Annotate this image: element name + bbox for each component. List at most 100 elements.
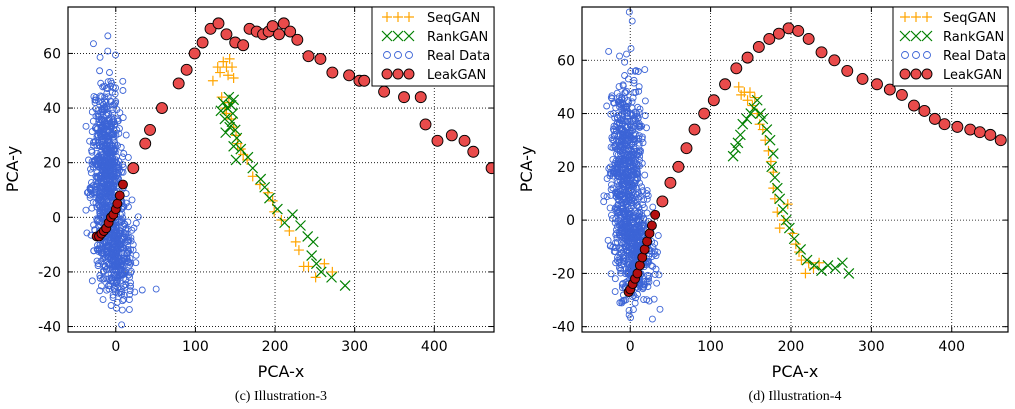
- legend-rankgan-marker: [899, 30, 911, 42]
- rankgan-point: [741, 113, 753, 125]
- real-data-point: [108, 238, 116, 246]
- real-data-point: [114, 231, 122, 239]
- rankgan-point: [220, 127, 232, 139]
- rankgan-point: [215, 105, 227, 117]
- rankgan-point: [755, 108, 766, 119]
- real-data-point: [652, 265, 660, 273]
- real-data-point: [98, 133, 105, 141]
- real-data-point: [108, 123, 116, 131]
- real-data-point: [107, 154, 115, 162]
- real-data-point: [97, 92, 104, 100]
- leakgan-point: [688, 123, 701, 136]
- rankgan-point: [295, 220, 306, 231]
- seqgan-point: [232, 138, 243, 149]
- real-data-point: [117, 143, 125, 151]
- real-data-point: [94, 262, 102, 270]
- rankgan-point: [777, 204, 789, 215]
- seqgan-point: [742, 95, 753, 106]
- real-data-point: [116, 166, 124, 174]
- leakgan-point: [918, 104, 931, 117]
- real-data-point: [116, 217, 124, 225]
- real-data-point: [123, 234, 131, 241]
- real-data-point: [128, 226, 136, 234]
- real-data-point: [634, 239, 642, 247]
- real-data-point: [641, 171, 649, 179]
- real-data-point: [636, 179, 644, 187]
- legend-real-data-marker: [394, 51, 402, 59]
- real-data-point: [631, 135, 639, 143]
- real-data-point: [104, 32, 112, 40]
- leakgan-point: [664, 176, 677, 189]
- real-data-point: [125, 306, 133, 313]
- real-data-point: [620, 228, 628, 236]
- real-data-point: [635, 83, 643, 91]
- real-data-point: [124, 249, 132, 257]
- seqgan-point: [215, 67, 226, 78]
- real-data-point: [629, 161, 637, 169]
- rankgan-point: [764, 134, 776, 146]
- real-data-point: [99, 296, 107, 304]
- y-tick-label: 40: [557, 107, 575, 123]
- real-data-point: [606, 168, 614, 176]
- real-data-point: [127, 282, 134, 290]
- real-data-point: [608, 95, 616, 103]
- real-data-point: [641, 112, 649, 120]
- leakgan-point: [273, 28, 285, 41]
- real-data-point: [94, 112, 102, 120]
- real-data-point: [635, 132, 643, 140]
- legend-leakgan-marker: [381, 68, 393, 80]
- seqgan-point: [765, 156, 776, 167]
- real-data-point: [88, 277, 96, 285]
- real-data-point: [100, 268, 108, 276]
- real-data-point: [88, 128, 96, 136]
- seqgan-point: [733, 81, 744, 92]
- real-data-point: [636, 210, 643, 218]
- real-data-point: [651, 239, 659, 247]
- rankgan-point: [748, 102, 760, 114]
- seqgan-point: [303, 261, 314, 272]
- rankgan-point: [767, 148, 779, 159]
- real-data-point: [644, 258, 652, 266]
- real-data-point: [625, 198, 633, 206]
- real-data-point: [617, 99, 625, 106]
- real-data-point: [130, 224, 138, 232]
- real-data-point: [102, 202, 110, 209]
- real-data-point: [623, 105, 631, 113]
- rankgan-point: [816, 265, 827, 277]
- leakgan-point: [883, 83, 896, 96]
- real-data-point: [100, 82, 108, 90]
- real-data-point: [654, 232, 662, 240]
- real-data-point: [635, 108, 643, 116]
- real-data-point: [620, 169, 628, 177]
- y-tick-label: 40: [43, 101, 61, 117]
- seqgan-point: [212, 62, 223, 73]
- real-data-point: [109, 294, 117, 301]
- leakgan-series-3: [91, 17, 494, 242]
- legend-leakgan-marker: [403, 68, 415, 80]
- seqgan-point: [290, 236, 301, 247]
- real-data-point: [653, 279, 661, 287]
- real-data-point: [620, 180, 627, 188]
- leakgan-point: [378, 85, 391, 98]
- real-data-point: [644, 283, 652, 291]
- real-data-point: [92, 172, 100, 180]
- real-data-point: [94, 125, 102, 132]
- real-data-point: [120, 282, 128, 290]
- leakgan-point: [973, 126, 986, 139]
- seqgan-point: [254, 179, 265, 190]
- real-data-point: [82, 206, 90, 214]
- real-data-point: [87, 165, 95, 173]
- leakgan-point: [802, 33, 815, 45]
- rankgan-point: [783, 222, 795, 234]
- real-data-point: [624, 261, 632, 269]
- real-data-point: [616, 155, 624, 163]
- rankgan-point: [788, 233, 800, 245]
- rankgan-point: [264, 192, 275, 204]
- leakgan-point: [180, 63, 193, 76]
- real-data-point: [614, 201, 622, 209]
- legend-real-data-marker: [901, 51, 909, 59]
- leakgan-point: [431, 134, 444, 147]
- real-data-point: [104, 93, 112, 101]
- real-data-point: [635, 139, 643, 147]
